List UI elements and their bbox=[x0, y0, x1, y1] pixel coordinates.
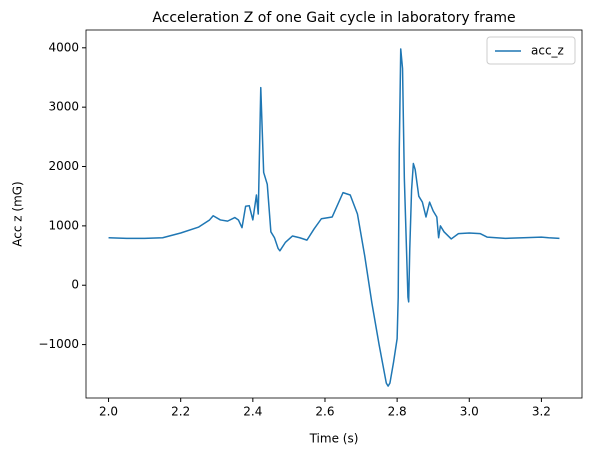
x-tick-label: 2.8 bbox=[388, 405, 407, 419]
x-tick-label: 2.6 bbox=[315, 405, 334, 419]
x-axis-label: Time (s) bbox=[309, 432, 359, 446]
legend-box bbox=[486, 36, 576, 65]
y-tick-label: 3000 bbox=[48, 100, 79, 114]
y-tick-label: 4000 bbox=[48, 40, 79, 54]
x-tick-label: 2.2 bbox=[171, 405, 190, 419]
y-tick-label: 1000 bbox=[48, 218, 79, 232]
x-tick-label: 3.0 bbox=[460, 405, 479, 419]
y-tick-label: 0 bbox=[71, 278, 79, 292]
x-tick-label: 2.4 bbox=[243, 405, 262, 419]
x-tick-label: 3.2 bbox=[532, 405, 551, 419]
line-series bbox=[108, 48, 560, 387]
y-tick-label: −1000 bbox=[38, 337, 79, 351]
x-tick-label: 2.0 bbox=[99, 405, 118, 419]
legend-label: acc_z bbox=[531, 44, 564, 58]
plot-frame bbox=[85, 29, 583, 399]
y-tick-label: 2000 bbox=[48, 159, 79, 173]
chart-title: Acceleration Z of one Gait cycle in labo… bbox=[152, 10, 515, 26]
y-axis-label: Acc z (mG) bbox=[11, 181, 25, 246]
